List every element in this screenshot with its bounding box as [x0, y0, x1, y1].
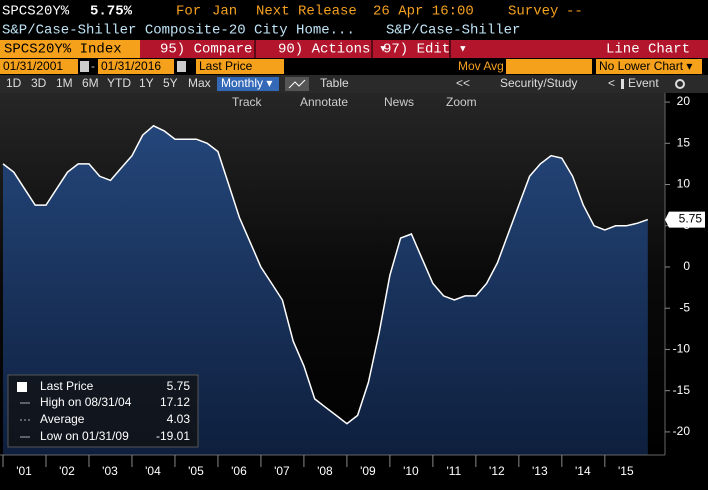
security-name: S&P/Case-Shiller Composite-20 City Home.…	[2, 23, 355, 39]
x-tick-label: '05	[188, 464, 204, 478]
period-buttons: 1D 3D 1M 6M YTD 1Y 5Y Max	[6, 76, 211, 90]
x-axis-band	[0, 455, 708, 490]
release-label: Next Release	[256, 4, 357, 20]
survey-value: --	[566, 4, 583, 20]
stat-label: Average	[40, 412, 85, 426]
x-tick-label: '12	[489, 464, 505, 478]
tool-button[interactable]: News	[384, 95, 414, 109]
back-button[interactable]: <<	[456, 76, 470, 90]
x-tick-label: '02	[59, 464, 75, 478]
x-tick-label: '01	[16, 464, 32, 478]
ticker: SPCS20Y%	[2, 4, 70, 20]
event-icon	[621, 79, 624, 89]
calendar-icon[interactable]	[80, 61, 89, 72]
x-tick-label: '11	[446, 464, 461, 478]
start-field[interactable]	[0, 59, 78, 74]
stat-value: 4.03	[167, 412, 191, 426]
release-value: 26 Apr 16:00	[373, 4, 474, 20]
x-tick-label: '08	[317, 464, 333, 478]
x-tick-label: '03	[102, 464, 118, 478]
x-tick-label: '14	[575, 464, 591, 478]
compare-button[interactable]: 95) Compare	[160, 42, 252, 58]
for-value: Jan	[212, 4, 237, 20]
start-date[interactable]: 01/31/2001	[3, 59, 63, 73]
x-tick-label: '13	[532, 464, 548, 478]
for-label: For	[176, 4, 201, 20]
security-input[interactable]: SPCS20Y% Index	[4, 42, 122, 58]
period-button[interactable]: 3D	[31, 76, 47, 90]
source: S&P/Case-Shiller	[386, 23, 520, 39]
period-bar	[0, 75, 708, 93]
legend-box	[7, 374, 199, 448]
field-box[interactable]	[196, 59, 284, 74]
end-date[interactable]: 01/31/2016	[101, 59, 161, 73]
plot	[2, 124, 649, 456]
lower-box[interactable]	[596, 59, 702, 74]
calendar-icon[interactable]	[177, 61, 186, 72]
last-price-label: 5.75	[679, 212, 703, 226]
legend-swatch	[17, 382, 27, 392]
x-tick-label: '04	[145, 464, 161, 478]
lower-chart[interactable]: No Lower Chart ▾	[599, 59, 692, 73]
last-price-marker	[665, 211, 705, 228]
x-tick-label: '07	[274, 464, 290, 478]
event-button[interactable]: Event	[628, 76, 659, 90]
y-tick-label: 0	[683, 259, 690, 273]
x-tick-label: '06	[231, 464, 247, 478]
chart-type: Line Chart	[606, 42, 690, 58]
mov-avg-box[interactable]	[506, 59, 592, 74]
table-button[interactable]: Table	[320, 76, 349, 90]
y-tick-label: -20	[673, 424, 691, 438]
line-icon-glyph	[288, 79, 306, 89]
stat-value: -19.01	[156, 429, 190, 443]
edit-button[interactable]: 97) Edit ▾	[383, 42, 467, 58]
stat-label: Low on 01/31/09	[40, 429, 129, 443]
period-button[interactable]: Max	[188, 76, 211, 90]
period-button[interactable]: 5Y	[163, 76, 178, 90]
x-tick-label: '15	[618, 464, 634, 478]
mov-avg[interactable]: Mov Avg	[458, 59, 504, 73]
x-tick-label: '09	[360, 464, 376, 478]
actions-button[interactable]: 90) Actions ▾	[278, 42, 387, 58]
tool-button[interactable]: Track	[232, 95, 263, 109]
period-button[interactable]: 1M	[56, 76, 73, 90]
settings-icon[interactable]	[675, 79, 685, 89]
field[interactable]: Last Price	[199, 59, 253, 73]
y-tick-label: 10	[677, 177, 691, 191]
y-tick-label: -10	[673, 342, 691, 356]
legend-stats: High on 08/31/04 17.12 Average 4.03 Low on 0…	[20, 395, 190, 443]
x-tick-label: '10	[403, 464, 419, 478]
axes: 20151050-5-10-15-20'01'02'03'04'05'06'07…	[2, 94, 705, 478]
tool-bar: Track Annotate News Zoom	[232, 95, 477, 109]
area	[3, 125, 648, 456]
survey-label: Survey	[508, 4, 558, 20]
dash: -	[91, 59, 95, 73]
menu-bar	[140, 40, 708, 58]
y-tick-label: 20	[677, 94, 691, 108]
security-box[interactable]	[0, 40, 140, 58]
y-tick-label: -15	[673, 383, 691, 397]
tool-button[interactable]: Annotate	[300, 95, 348, 109]
prev-button[interactable]: <	[608, 76, 615, 90]
legend-value: 5.75	[167, 379, 191, 393]
period-button[interactable]: 1D	[6, 76, 22, 90]
stat-label: High on 08/31/04	[40, 395, 132, 409]
frequency[interactable]: Monthly ▾	[221, 76, 272, 90]
tool-button[interactable]: Zoom	[446, 95, 477, 109]
last-value: 5.75%	[90, 4, 133, 20]
end-field[interactable]	[98, 59, 174, 74]
study-button[interactable]: Security/Study	[500, 76, 577, 90]
y-tick-label: 15	[677, 135, 691, 149]
frequency-box[interactable]	[217, 77, 279, 91]
line	[2, 124, 649, 425]
stat-value: 17.12	[160, 395, 190, 409]
period-button[interactable]: 6M	[82, 76, 99, 90]
legend-label: Last Price	[40, 379, 94, 393]
period-button[interactable]: YTD	[107, 76, 131, 90]
period-button[interactable]: 1Y	[139, 76, 154, 90]
y-tick-label: -5	[679, 300, 690, 314]
